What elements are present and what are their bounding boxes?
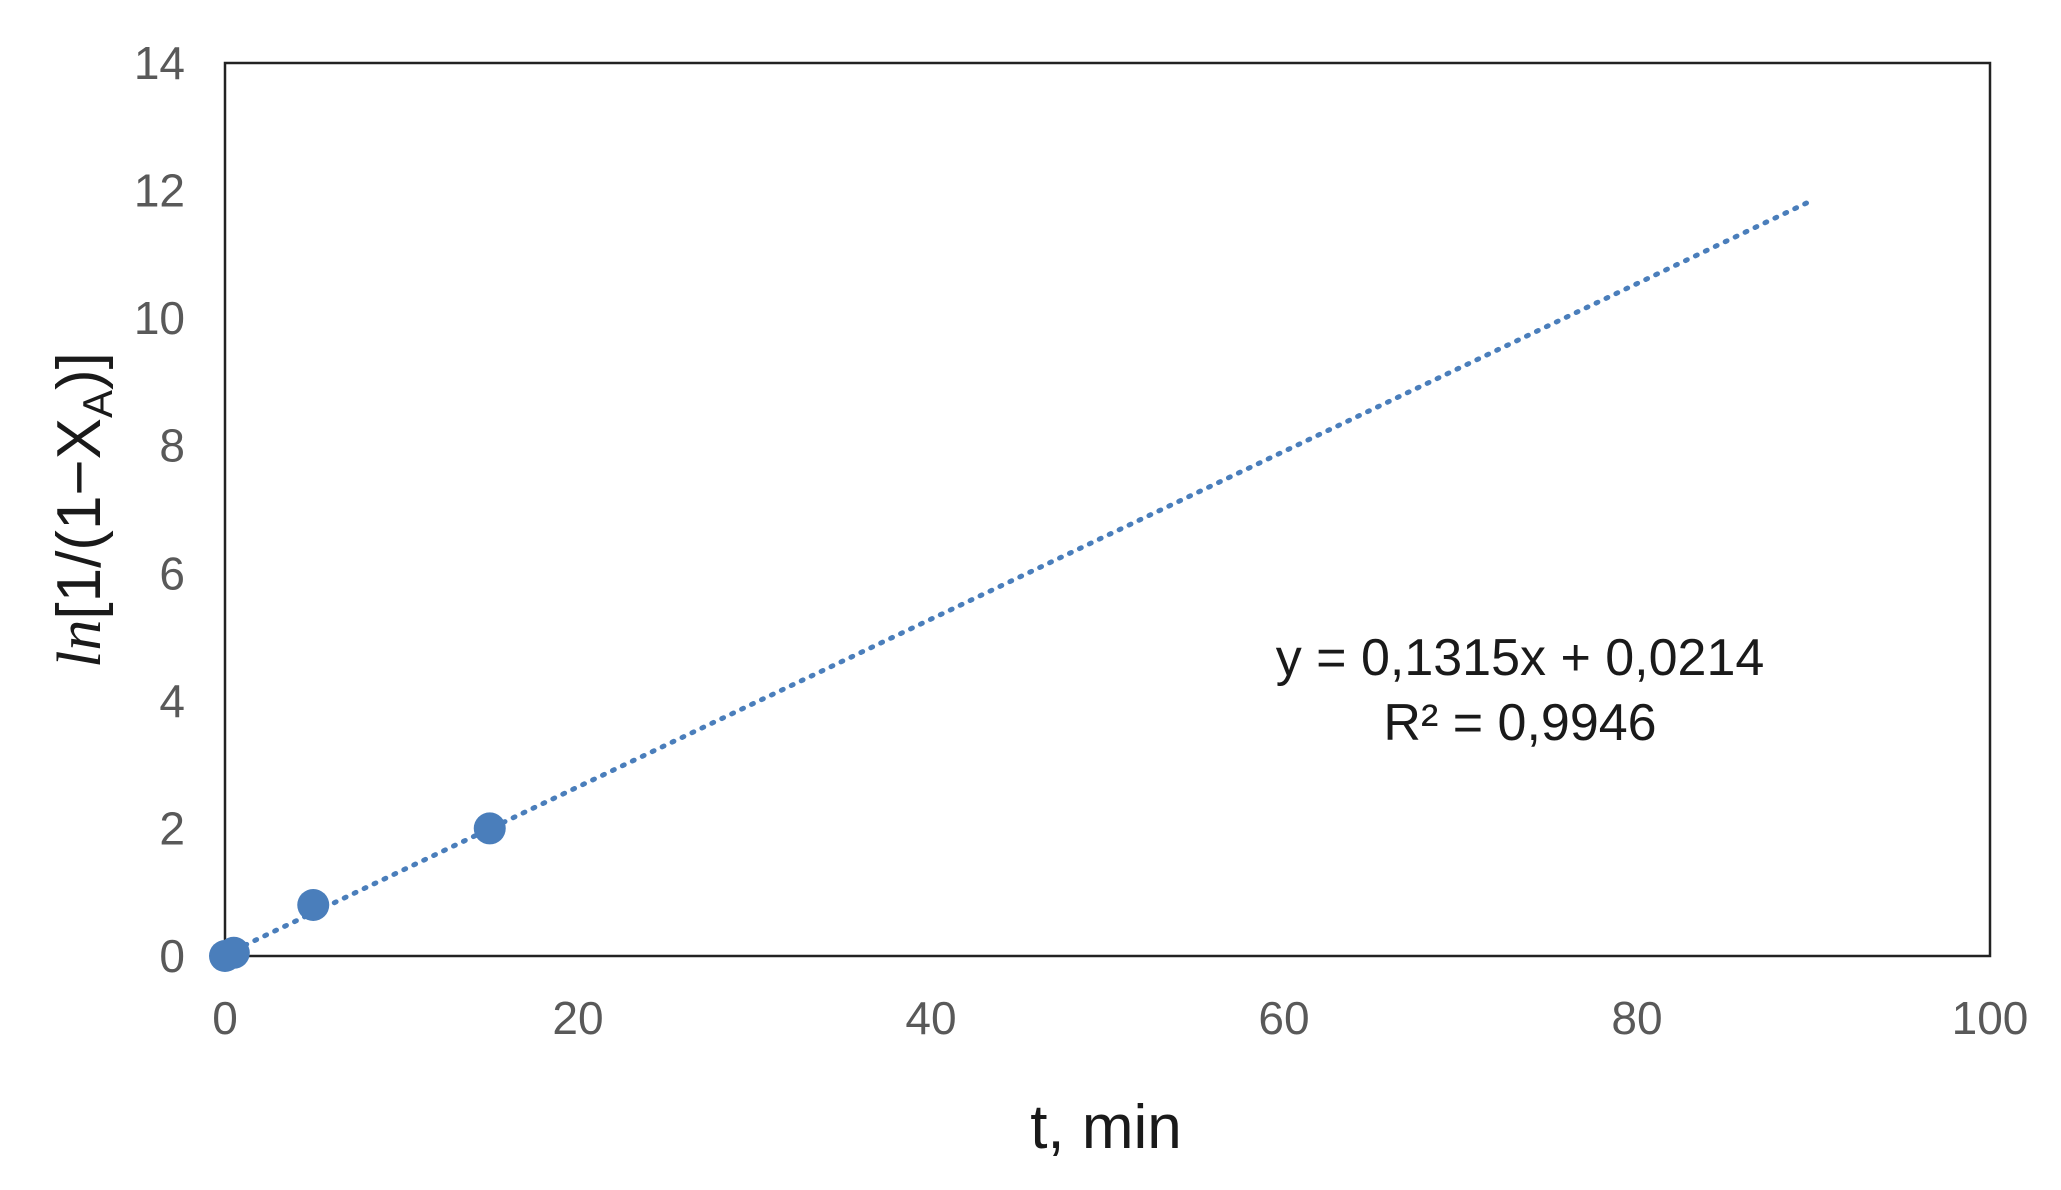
y-axis-label-subscript: A [74, 390, 121, 418]
y-axis-label: ln[1/(1−XA)] [45, 352, 121, 668]
y-axis-label-suffix: )] [45, 352, 114, 390]
x-tick-label: 100 [1952, 992, 2029, 1044]
y-tick-labels: 0 2 4 6 8 10 12 14 [134, 37, 185, 982]
trendline [222, 197, 1816, 958]
data-point [297, 888, 330, 921]
data-point [217, 936, 250, 969]
y-tick-label: 2 [159, 802, 185, 854]
equation-label: y = 0,1315x + 0,0214 [1276, 629, 1765, 687]
y-axis-label-main: [1/(1−X [45, 418, 114, 620]
data-points [209, 812, 506, 972]
y-axis-label-ln: ln [46, 620, 114, 668]
x-axis-label: t, min [1030, 1093, 1182, 1162]
x-tick-label: 40 [905, 992, 956, 1044]
y-tick-label: 4 [159, 675, 185, 727]
x-tick-label: 20 [552, 992, 603, 1044]
y-tick-label: 8 [159, 420, 185, 472]
y-tick-label: 6 [159, 547, 185, 599]
y-tick-label: 14 [134, 37, 185, 89]
y-tick-label: 12 [134, 165, 185, 217]
x-tick-label: 0 [212, 992, 238, 1044]
x-tick-label: 60 [1258, 992, 1309, 1044]
plot-frame [223, 61, 1992, 958]
data-point [473, 812, 506, 845]
y-tick-label: 0 [159, 930, 185, 982]
r-squared-label: R² = 0,9946 [1383, 694, 1656, 752]
x-tick-labels: 0 20 40 60 80 100 [212, 992, 2028, 1044]
x-tick-label: 80 [1611, 992, 1662, 1044]
y-tick-label: 10 [134, 292, 185, 344]
